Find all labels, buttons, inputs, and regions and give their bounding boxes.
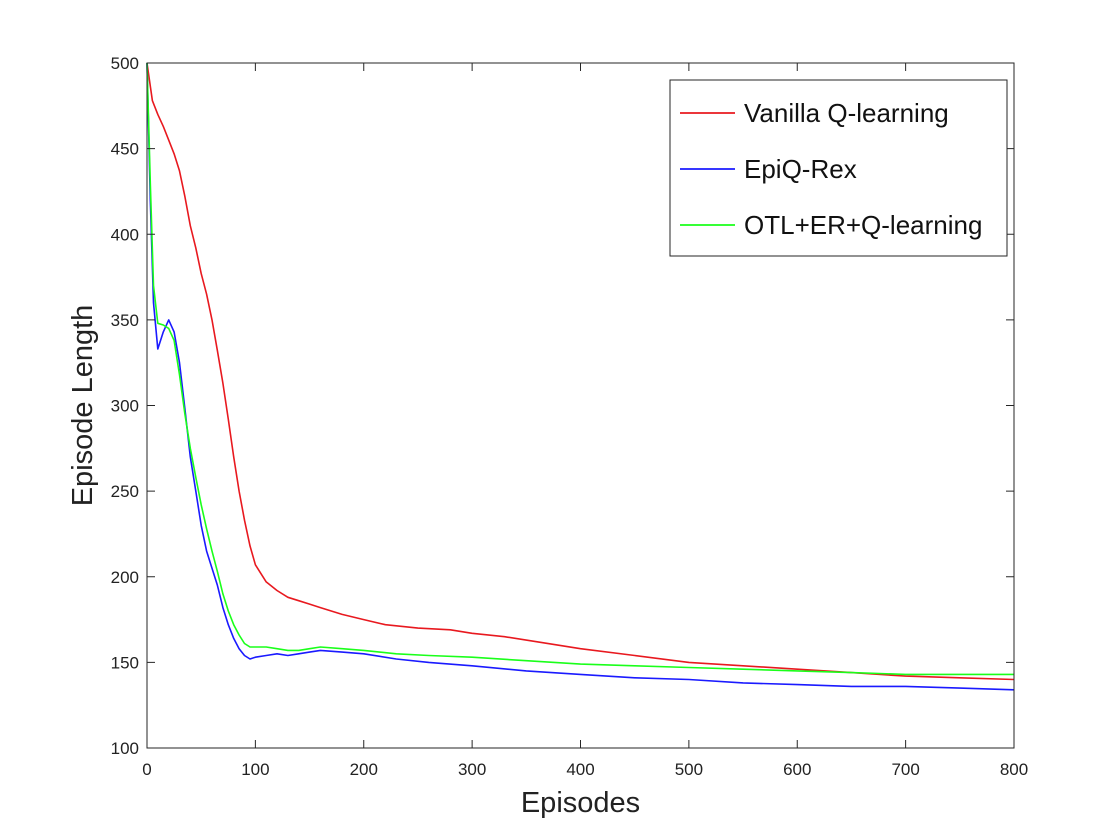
- series-line-1: [146, 62, 1015, 691]
- x-tick-label: 0: [142, 760, 151, 779]
- series-line-0: [146, 62, 1015, 681]
- y-tick-label: 250: [111, 482, 139, 501]
- y-tick-label: 300: [111, 397, 139, 416]
- x-tick-label: 800: [1000, 760, 1028, 779]
- y-tick-label: 350: [111, 311, 139, 330]
- legend-label-2: OTL+ER+Q-learning: [744, 210, 982, 240]
- x-tick-label: 100: [241, 760, 269, 779]
- y-axis-title: Episode Length: [67, 305, 99, 507]
- y-tick-label: 400: [111, 225, 139, 244]
- y-tick-label: 150: [111, 653, 139, 672]
- x-tick-label: 300: [458, 760, 486, 779]
- y-tick-label: 450: [111, 140, 139, 159]
- series-line-2: [146, 62, 1014, 676]
- legend: Vanilla Q-learning EpiQ-Rex OTL+ER+Q-learn…: [669, 79, 1008, 257]
- x-tick-label: 500: [675, 760, 703, 779]
- y-tick-label: 500: [111, 54, 139, 73]
- x-tick-label: 600: [783, 760, 811, 779]
- legend-label-1: EpiQ-Rex: [744, 154, 857, 184]
- x-tick-label: 400: [566, 760, 594, 779]
- x-axis-title: Episodes: [521, 787, 640, 819]
- y-tick-label: 200: [111, 568, 139, 587]
- x-tick-label: 700: [891, 760, 919, 779]
- y-tick-label: 100: [111, 739, 139, 758]
- ticks-layer: 0 100 200 300 400 500 600 700 800100150200250300…: [111, 54, 1029, 779]
- legend-label-0: Vanilla Q-learning: [744, 98, 949, 128]
- x-tick-label: 200: [350, 760, 378, 779]
- legend-box: [669, 79, 1008, 257]
- series-layer: [146, 62, 1015, 691]
